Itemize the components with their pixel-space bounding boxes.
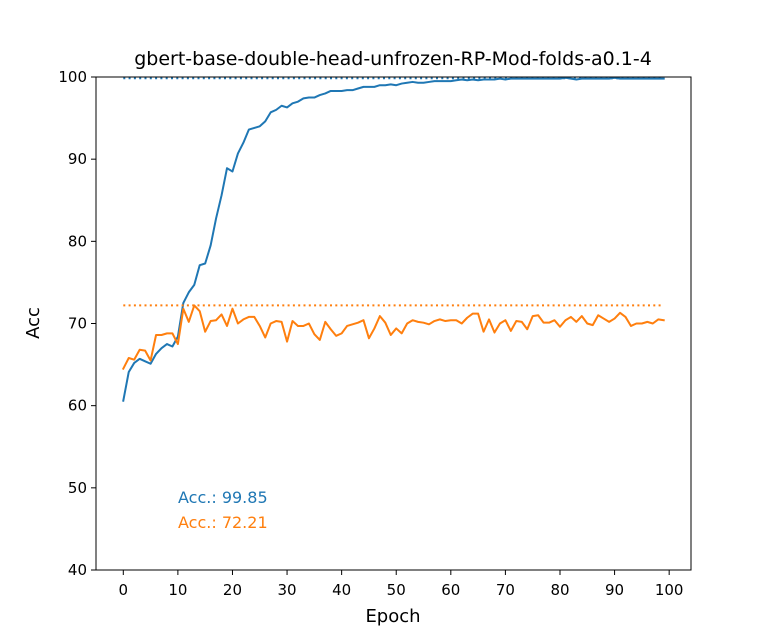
x-tick-label: 70	[496, 581, 515, 599]
series-line-0	[122, 77, 665, 402]
y-tick-label: 90	[68, 150, 87, 168]
x-tick-label: 80	[550, 581, 569, 599]
y-tick-label: 50	[68, 479, 87, 497]
y-tick-label: 60	[68, 397, 87, 415]
x-tick-label: 10	[168, 581, 187, 599]
x-tick-label: 50	[387, 581, 406, 599]
series-line-1	[121, 304, 665, 371]
y-tick-label: 100	[58, 68, 87, 86]
y-axis-label: Acc	[23, 307, 44, 339]
y-tick-label: 40	[68, 561, 87, 579]
x-tick-label: 40	[332, 581, 351, 599]
x-tick-label: 30	[278, 581, 297, 599]
chart-title: gbert-base-double-head-unfrozen-RP-Mod-f…	[134, 48, 652, 70]
plot-area	[121, 77, 665, 402]
x-tick-label: 100	[655, 581, 684, 599]
axes: 0 10 20 30 40 50 60 70 80 90 100 40 50 60 70 80 90 100	[58, 68, 692, 599]
annotation-blue-acc: Acc.: 99.85	[178, 488, 268, 507]
x-tick-label: 90	[605, 581, 624, 599]
annotation-orange-acc: Acc.: 72.21	[178, 513, 268, 532]
x-tick-label: 20	[223, 581, 242, 599]
x-tick-label: 60	[441, 581, 460, 599]
y-tick-label: 70	[68, 315, 87, 333]
x-tick-label: 0	[119, 581, 129, 599]
x-axis-label: Epoch	[365, 606, 420, 627]
y-tick-label: 80	[68, 232, 87, 250]
